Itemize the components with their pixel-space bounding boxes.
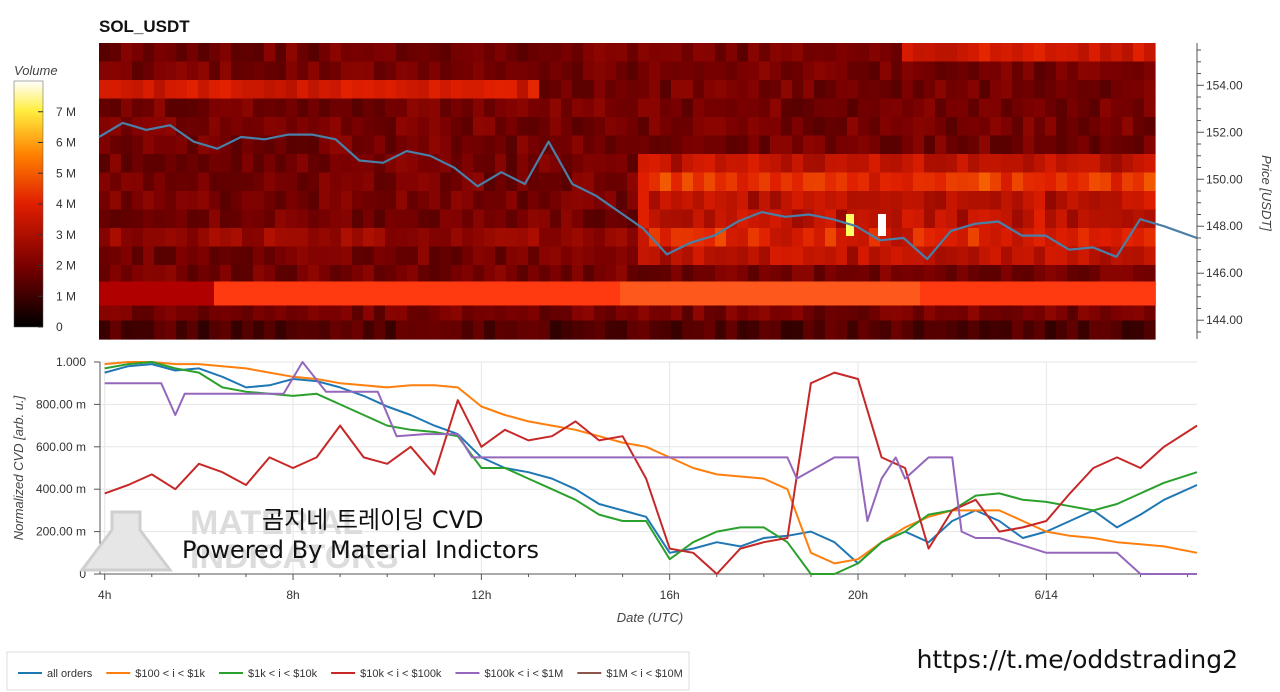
legend: all orders $100 < i < $1k $1k < i < $10k $1…: [18, 668, 683, 680]
cvd-y-tick-label: 600.00 m: [36, 440, 86, 454]
cvd-y-tick-label: 0: [79, 567, 86, 581]
cvd-series-line: [104, 361, 1198, 575]
colorbar-tick-label: 5 M: [56, 166, 76, 180]
cvd-y-axis-label: Normalized CVD [arb. u.]: [11, 395, 26, 540]
price-axis: 154.00 152.00 150.00 148.00 146.00 144.00: [1196, 43, 1243, 339]
colorbar-tick-label: 7 M: [56, 105, 76, 119]
cvd-x-tick-label: 16h: [660, 588, 680, 602]
legend-entry: $100 < i < $1k: [135, 668, 205, 680]
legend-box: [6, 651, 690, 691]
cvd-series-line: [104, 363, 1198, 565]
cvd-series-line: [104, 361, 1198, 565]
telegram-url[interactable]: https://t.me/oddstrading2: [917, 645, 1238, 674]
colorbar-tick-label: 6 M: [56, 136, 76, 150]
cvd-y-tick-label: 1.000: [56, 355, 86, 369]
colorbar-tick-label: 3 M: [56, 228, 76, 242]
colorbar-tick-label: 1 M: [56, 289, 76, 303]
cvd-x-tick-label: 4h: [98, 588, 111, 602]
watermark-ghost-line1: MATERIAL: [190, 504, 363, 542]
cvd-x-tick-label: 20h: [848, 588, 868, 602]
legend-entry: $10k < i < $100k: [360, 668, 442, 680]
legend-entry: $1M < i < $10M: [606, 668, 682, 680]
watermark: MATERIAL INDICATORS: [79, 504, 398, 576]
cvd-lines: [104, 361, 1198, 575]
cvd-y-tick-label: 800.00 m: [36, 397, 86, 411]
watermark-line1: 곰지네 트레이딩 CVD: [262, 506, 483, 534]
heatmap-title: SOL_USDT: [99, 17, 190, 36]
heatmap-cells: [98, 43, 1198, 340]
price-tick-label: 144.00: [1206, 313, 1243, 327]
price-tick-label: 146.00: [1206, 266, 1243, 280]
price-axis-label: Price [USDT]: [1259, 155, 1274, 231]
legend-entry: $1k < i < $10k: [248, 668, 318, 680]
cvd-axes: 1.000 800.00 m 600.00 m 400.00 m 200.00 m 0 4h…: [36, 355, 1197, 602]
cvd-series-line: [104, 361, 1197, 575]
price-line: [98, 121, 1198, 261]
cvd-y-tick-label: 400.00 m: [36, 482, 86, 496]
watermark-ghost-line2: INDICATORS: [190, 538, 398, 576]
price-tick-label: 148.00: [1206, 219, 1243, 233]
price-tick-label: 154.00: [1206, 78, 1243, 92]
colorbar-tick-label: 4 M: [56, 197, 76, 211]
watermark-line2: Powered By Material Indictors: [182, 536, 539, 564]
price-tick-label: 150.00: [1206, 172, 1243, 186]
colorbar-label: Volume: [14, 63, 58, 78]
colorbar-tick-label: 2 M: [56, 259, 76, 273]
cvd-series-line: [104, 371, 1198, 575]
price-tick-label: 152.00: [1206, 125, 1243, 139]
flask-icon: [79, 510, 173, 572]
colorbar-tick-label: 0: [56, 320, 63, 334]
cvd-x-tick-label: 8h: [286, 588, 299, 602]
legend-entry: $100k < i < $1M: [484, 668, 563, 680]
cvd-y-tick-label: 200.00 m: [36, 525, 86, 539]
colorbar-ticks: 7 M 6 M 5 M 4 M 3 M 2 M 1 M 0: [38, 105, 76, 334]
cvd-x-tick-label: 6/14: [1035, 588, 1059, 602]
cvd-x-axis-label: Date (UTC): [617, 610, 683, 625]
cvd-x-tick-label: 12h: [471, 588, 491, 602]
legend-entry: all orders: [47, 668, 93, 680]
